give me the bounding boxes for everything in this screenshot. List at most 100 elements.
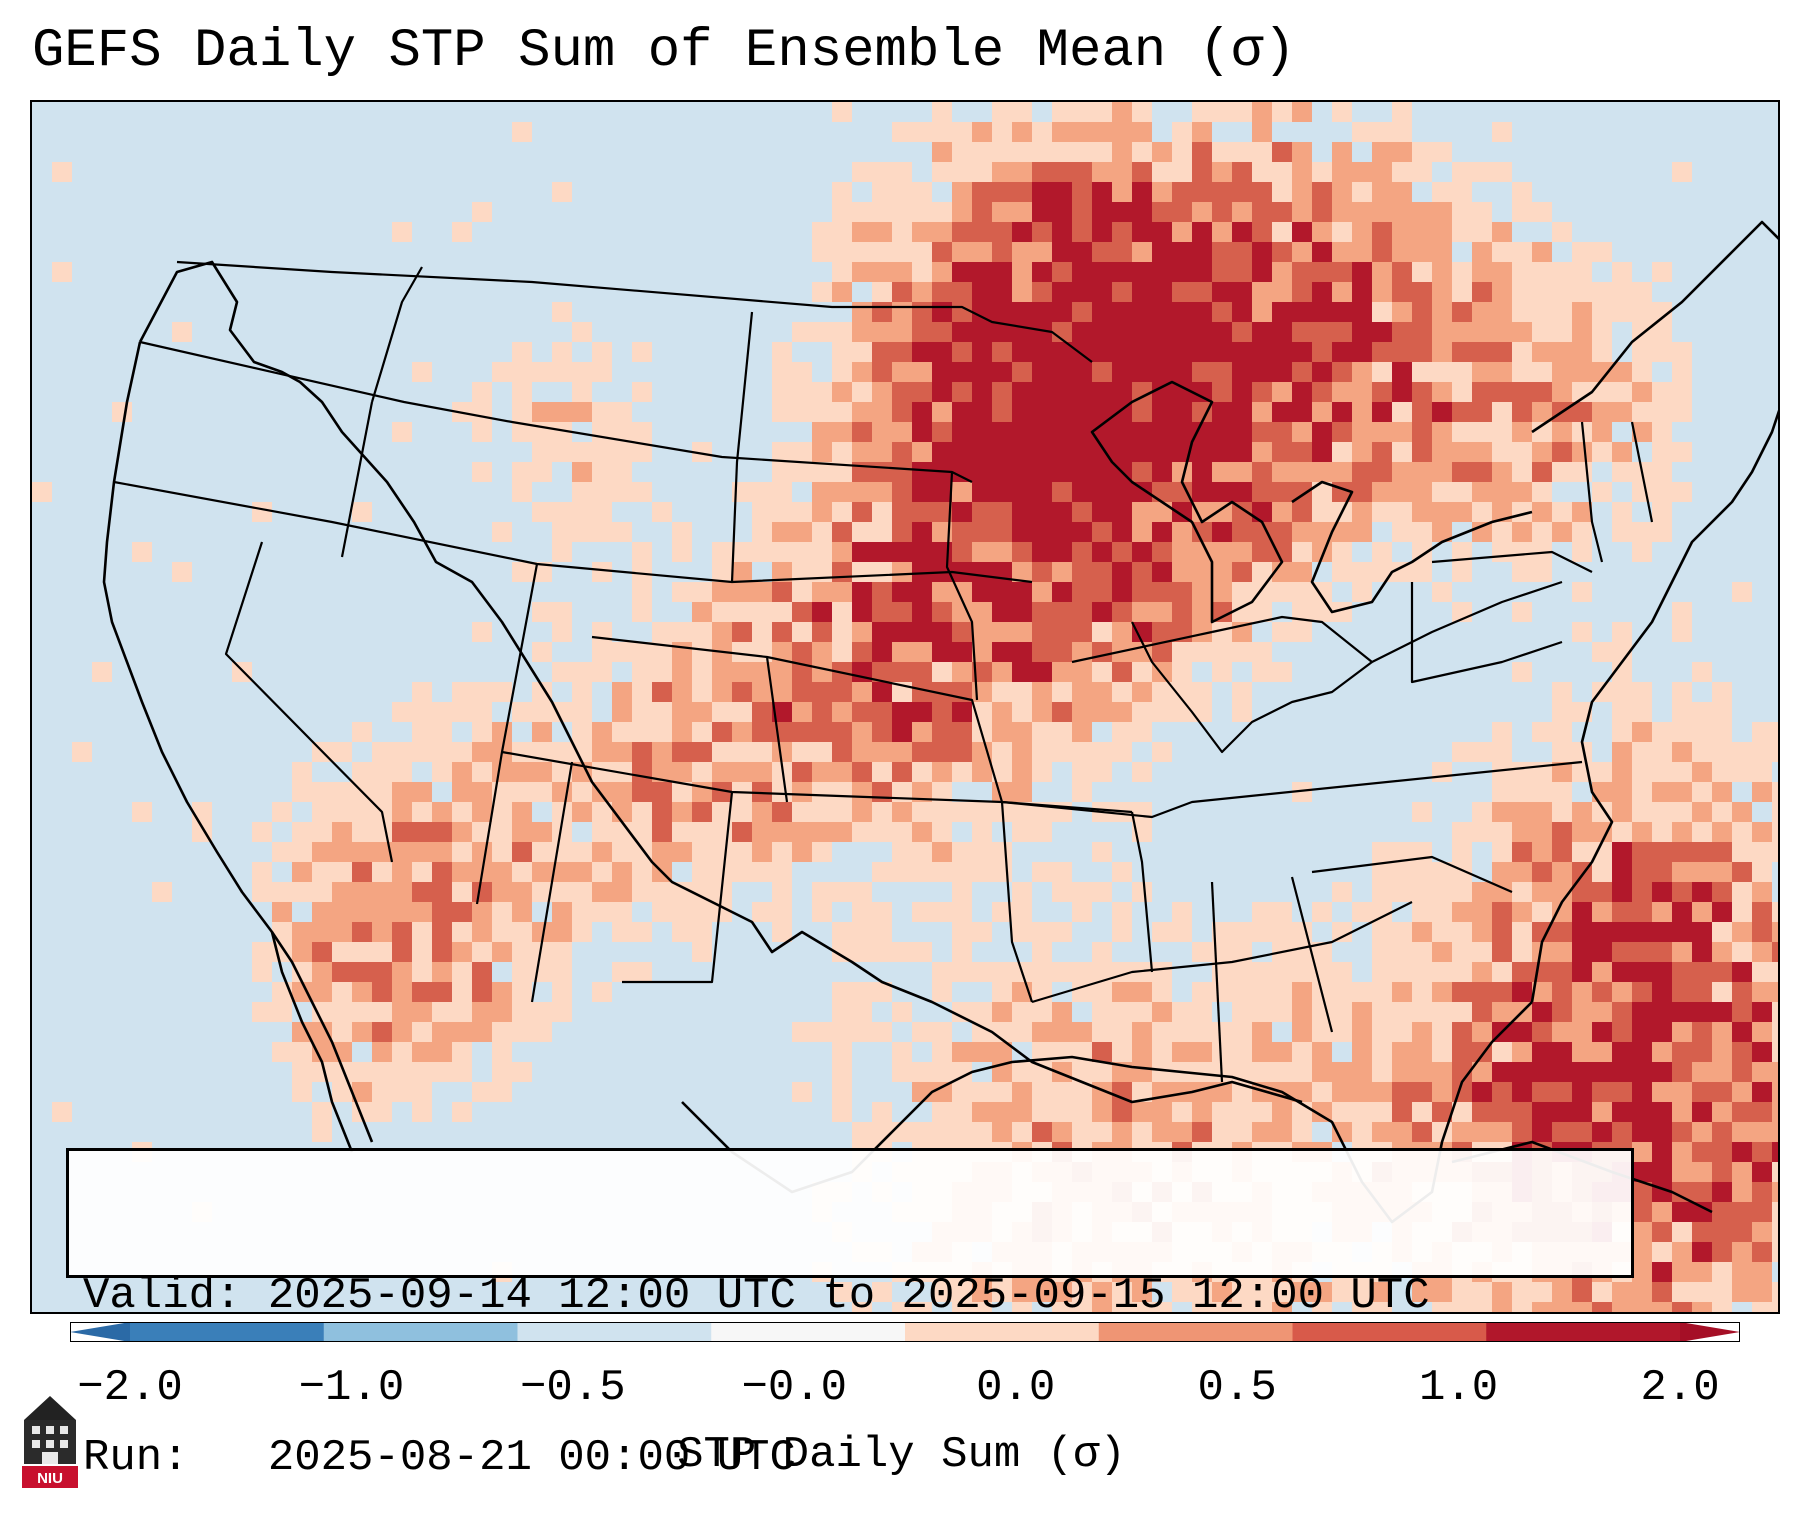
stp-cell	[1752, 1122, 1772, 1142]
stp-cell	[1432, 182, 1452, 202]
stp-cell	[1672, 802, 1692, 822]
stp-cell	[412, 1062, 432, 1082]
stp-cell	[892, 562, 912, 582]
stp-cell	[1592, 302, 1612, 322]
stp-cell	[1592, 342, 1612, 362]
stp-cell	[1552, 862, 1572, 882]
stp-cell	[1032, 242, 1052, 262]
stp-cell	[1472, 162, 1492, 182]
stp-cell	[472, 1022, 492, 1042]
stp-cell	[1252, 162, 1272, 182]
stp-cell	[412, 962, 432, 982]
stp-cell	[1372, 982, 1392, 1002]
stp-cell	[1672, 1162, 1692, 1182]
stp-cell	[932, 622, 952, 642]
stp-cell	[812, 542, 832, 562]
stp-cell	[352, 822, 372, 842]
stp-cell	[1652, 1122, 1672, 1142]
stp-cell	[1752, 1202, 1772, 1222]
stp-cell	[612, 442, 632, 462]
stp-cell	[1392, 1022, 1412, 1042]
stp-cell	[632, 662, 652, 682]
stp-cell	[792, 402, 812, 422]
stp-cell	[792, 382, 812, 402]
stp-cell	[852, 942, 872, 962]
stp-cell	[1292, 542, 1312, 562]
stp-cell	[1172, 262, 1192, 282]
stp-cell	[1752, 742, 1772, 762]
stp-cell	[1472, 502, 1492, 522]
stp-cell	[1192, 1002, 1212, 1022]
stp-cell	[1092, 342, 1112, 362]
stp-cell	[1032, 362, 1052, 382]
stp-cell	[1472, 962, 1492, 982]
stp-cell	[1032, 462, 1052, 482]
stp-cell	[752, 542, 772, 562]
stp-cell	[1052, 422, 1072, 442]
stp-cell	[1672, 822, 1692, 842]
stp-cell	[892, 662, 912, 682]
stp-cell	[1372, 542, 1392, 562]
stp-cell	[712, 702, 732, 722]
stp-cell	[1732, 742, 1752, 762]
stp-cell	[852, 302, 872, 322]
colorbar-segments	[70, 1322, 1740, 1342]
stp-cell	[932, 342, 952, 362]
stp-cell	[912, 462, 932, 482]
stp-cell	[1532, 1082, 1552, 1102]
stp-cell	[1452, 362, 1472, 382]
stp-cell	[1192, 342, 1212, 362]
stp-cell	[732, 642, 752, 662]
stp-cell	[952, 182, 972, 202]
stp-cell	[1112, 902, 1132, 922]
stp-cell	[1472, 902, 1492, 922]
stp-cell	[1412, 862, 1432, 882]
stp-cell	[72, 742, 92, 762]
stp-cell	[1432, 362, 1452, 382]
colorbar-extend-low	[70, 1322, 130, 1342]
stp-cell	[1132, 602, 1152, 622]
colorbar-tick-label: −2.0	[77, 1363, 183, 1413]
stp-cell	[1472, 322, 1492, 342]
stp-cell	[1152, 182, 1172, 202]
stp-cell	[1632, 1022, 1652, 1042]
stp-cell	[1192, 562, 1212, 582]
stp-cell	[552, 762, 572, 782]
stp-cell	[352, 1082, 372, 1102]
stp-cell	[1132, 182, 1152, 202]
stp-cell	[772, 702, 792, 722]
stp-cell	[1292, 442, 1312, 462]
stp-cell	[252, 862, 272, 882]
stp-cell	[512, 982, 532, 1002]
stp-cell	[892, 122, 912, 142]
stp-cell	[412, 922, 432, 942]
stp-cell	[1192, 1102, 1212, 1122]
stp-cell	[1392, 322, 1412, 342]
stp-cell	[312, 942, 332, 962]
stp-cell	[1272, 622, 1292, 642]
stp-cell	[1172, 662, 1192, 682]
stp-cell	[1512, 462, 1532, 482]
stp-cell	[1372, 382, 1392, 402]
stp-cell	[1212, 382, 1232, 402]
stp-cell	[452, 222, 472, 242]
stp-cell	[1132, 222, 1152, 242]
stp-cell	[272, 922, 292, 942]
stp-cell	[772, 842, 792, 862]
stp-cell	[1392, 402, 1412, 422]
stp-cell	[432, 722, 452, 742]
stp-cell	[352, 1022, 372, 1042]
stp-cell	[1332, 562, 1352, 582]
stp-cell	[532, 462, 552, 482]
stp-cell	[992, 962, 1012, 982]
stp-cell	[1232, 402, 1252, 422]
stp-cell	[1052, 922, 1072, 942]
stp-cell	[1032, 1042, 1052, 1062]
stp-cell	[1532, 262, 1552, 282]
stp-cell	[1072, 762, 1092, 782]
stp-cell	[1132, 522, 1152, 542]
stp-cell	[912, 762, 932, 782]
stp-cell	[1752, 1042, 1772, 1062]
stp-cell	[1252, 362, 1272, 382]
stp-cell	[1292, 982, 1312, 1002]
